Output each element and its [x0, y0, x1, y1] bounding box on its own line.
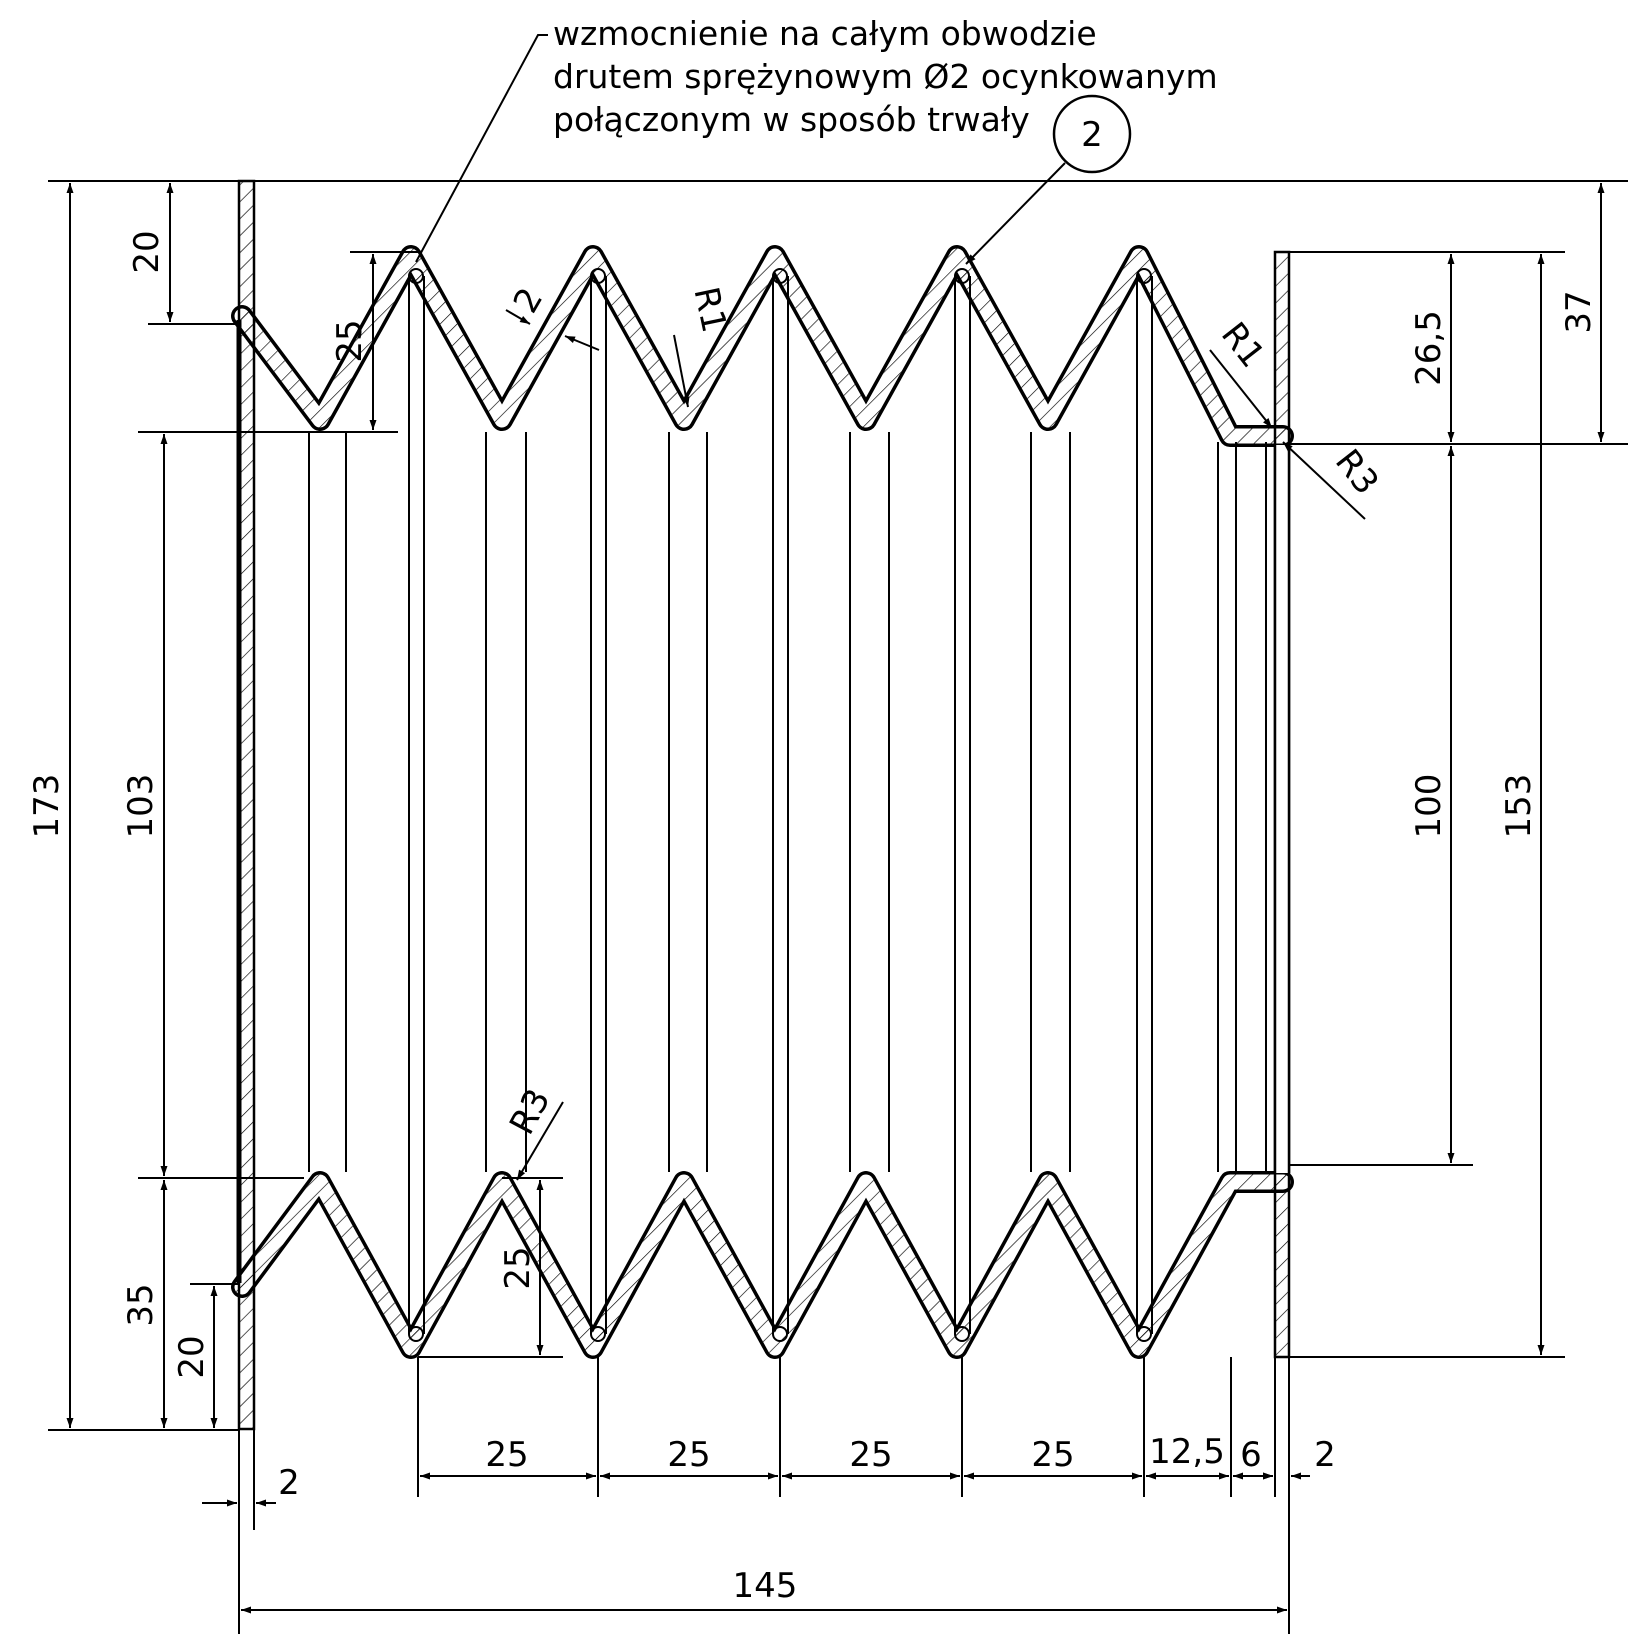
- note-line-3: połączonym w sposób trwały: [553, 100, 1030, 139]
- dim-20-bottom-label: 20: [172, 1335, 212, 1378]
- balloon-leader: [965, 162, 1066, 265]
- dim-6-label: 6: [1240, 1435, 1262, 1475]
- dimension-labels: 173 20 103 35 20 25 25 2 37 26,5 100 153…: [27, 230, 1599, 1606]
- right-flange-mid-clear: [1276, 445, 1288, 1173]
- fold-projection-lines: [308, 276, 1267, 1334]
- r1-top-label: R1: [685, 283, 734, 336]
- dim-pitch-4-label: 25: [1031, 1435, 1074, 1475]
- bottom-wall-hatch-fill: [234, 1174, 1291, 1356]
- dim-pitch-2-label: 25: [667, 1435, 710, 1475]
- dim-wall-thickness-line-a: [505, 309, 531, 325]
- top-wall-hatch-fill: [234, 248, 1291, 444]
- dim-20-top-label: 20: [127, 230, 167, 273]
- part-balloon-number: 2: [1081, 115, 1103, 155]
- note-line-2: drutem sprężynowym Ø2 ocynkowanym: [553, 57, 1218, 96]
- dim-173-label: 173: [27, 774, 67, 839]
- dim-100-label: 100: [1409, 774, 1449, 839]
- dim-25-bottom-label: 25: [498, 1246, 538, 1289]
- dim-145-label: 145: [733, 1566, 798, 1606]
- dimension-lines: [66, 183, 1605, 1614]
- dim-12-5-label: 12,5: [1149, 1432, 1225, 1472]
- dim-26-5-label: 26,5: [1409, 310, 1449, 386]
- dim-37-label: 37: [1559, 290, 1599, 333]
- bellows-wall: [231, 179, 1294, 1431]
- dim-pitch-1-label: 25: [485, 1435, 528, 1475]
- note-leader: [415, 34, 548, 263]
- extension-lines: [48, 180, 1628, 1634]
- note-line-1: wzmocnienie na całym obwodzie: [553, 14, 1097, 53]
- dim-wall-thickness-line-b: [564, 335, 600, 351]
- leader-lines: [415, 34, 1366, 1181]
- dim-2-left-label: 2: [278, 1463, 300, 1503]
- dim-153-label: 153: [1499, 774, 1539, 839]
- r3-bottom-label: R3: [502, 1082, 559, 1141]
- dim-25-top-label: 25: [330, 319, 370, 362]
- r3-right-label: R3: [1327, 442, 1386, 502]
- r3-right-leader: [1282, 441, 1366, 520]
- r3-bottom-leader: [516, 1101, 564, 1181]
- r1-right-leader: [1209, 349, 1273, 429]
- dim-103-label: 103: [121, 774, 161, 839]
- dim-35-label: 35: [121, 1283, 161, 1326]
- dim-pitch-3-label: 25: [849, 1435, 892, 1475]
- r1-top-leader: [673, 334, 690, 408]
- dim-2-right-label: 2: [1314, 1435, 1336, 1475]
- radius-labels: R1 R1 R3 R3: [502, 283, 1386, 1141]
- part-balloon: [1052, 94, 1132, 174]
